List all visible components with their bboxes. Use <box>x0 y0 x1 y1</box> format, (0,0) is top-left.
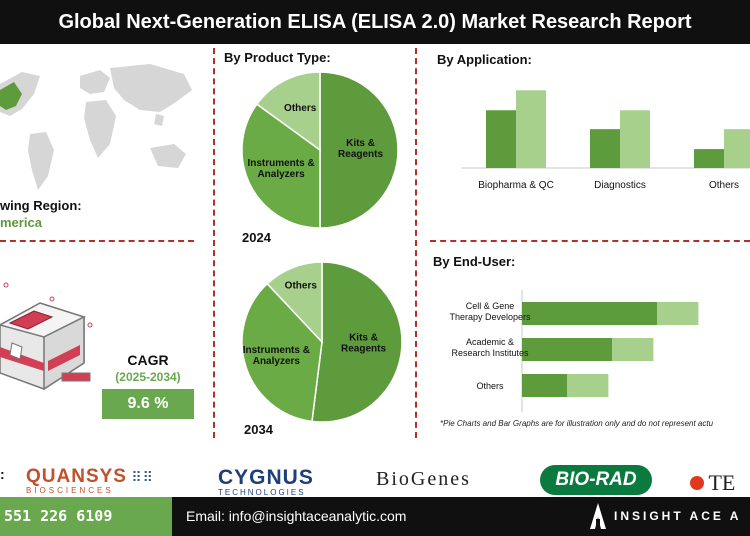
pie-slice-2 <box>255 71 321 152</box>
pie-label-0: Kits & Reagents <box>341 333 386 355</box>
pie-year-2024: 2024 <box>242 230 271 245</box>
product-type-title: By Product Type: <box>224 50 331 65</box>
pie-label-1: Instruments & Analyzers <box>247 158 314 180</box>
elisa-device-illustration <box>0 282 93 391</box>
quansys-logo: QUANSYS ⠿⠿ BIOSCIENCES <box>26 466 154 495</box>
biorad-logo: BIO-RAD <box>540 465 652 495</box>
left-divider <box>0 240 194 242</box>
page-title: Global Next-Generation ELISA (ELISA 2.0)… <box>0 0 750 44</box>
cagr-label: CAGR <box>127 352 169 368</box>
logo-strip-fragment: : <box>0 466 5 482</box>
insight-ace-brand: INSIGHT ACE A <box>614 509 742 523</box>
email-contact[interactable]: Email: info@insightaceanalytic.com <box>186 508 407 524</box>
application-bar-chart: Biopharma & QC Diagnostics Others <box>462 90 750 191</box>
product-type-pie-2034: Kits & Reagents Instruments & Analyzers Othe… <box>242 261 402 422</box>
region-label: wing Region: <box>0 198 82 213</box>
cagr-value: 9.6 % <box>102 389 194 419</box>
category-label-0: Cell & Gene Therapy Developers <box>449 301 531 322</box>
bar-0-1 <box>516 90 546 168</box>
pie-slice-1 <box>242 282 323 422</box>
bar-2-1 <box>724 129 750 168</box>
divider-right <box>415 48 417 438</box>
pie-slice-0 <box>319 71 399 228</box>
bar-1-0 <box>522 338 612 361</box>
bar-0-0 <box>522 302 657 325</box>
bar-0-0 <box>486 110 516 168</box>
world-map <box>0 64 192 190</box>
pie-slice-1 <box>241 103 321 228</box>
end-user-title: By End-User: <box>433 254 516 269</box>
cygnus-logo: CYGNUS TECHNOLOGIES <box>218 466 314 497</box>
right-divider <box>430 240 750 242</box>
category-label-0: Biopharma & QC <box>478 180 554 191</box>
application-title: By Application: <box>437 52 532 67</box>
bar-1-0 <box>590 129 620 168</box>
pie-label-1: Instruments & Analyzers <box>243 345 310 367</box>
pie-label-2: Others <box>284 103 317 114</box>
biogenes-logo: BioGenes <box>376 468 471 490</box>
cagr-years: (2025-2034) <box>115 370 181 384</box>
category-label-2: Others <box>476 381 504 391</box>
category-label-1: Diagnostics <box>594 180 646 191</box>
end-user-bar-chart: Cell & Gene Therapy Developers Academic & R… <box>449 290 699 412</box>
te-logo: TE <box>690 470 735 496</box>
pie-label-0: Kits & Reagents <box>338 138 383 160</box>
category-label-1: Academic & Research Institutes <box>451 337 529 358</box>
region-value: merica <box>0 215 42 230</box>
phone-number[interactable]: 551 226 6109 <box>0 497 172 536</box>
bar-1-1 <box>620 110 650 168</box>
divider-left <box>213 48 215 438</box>
product-type-pie-2024: Kits & Reagents Instruments & Analyzers Othe… <box>241 71 399 228</box>
category-label-2: Others <box>709 180 739 191</box>
bar-2-0 <box>694 149 724 168</box>
illustration-note: *Pie Charts and Bar Graphs are for illus… <box>440 419 714 428</box>
bar-2-0 <box>522 374 567 397</box>
pie-year-2034: 2034 <box>244 422 273 437</box>
pie-slice-0 <box>311 261 402 422</box>
insight-ace-logo-icon <box>590 503 606 529</box>
pie-slice-2 <box>266 261 323 344</box>
pie-label-2: Others <box>285 280 318 291</box>
